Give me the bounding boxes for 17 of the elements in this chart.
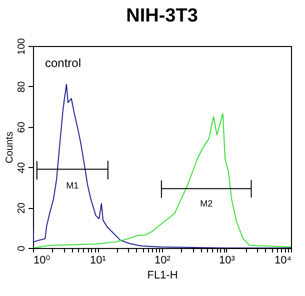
annotation: M1 — [66, 180, 79, 190]
x-tick-label: 10¹ — [90, 254, 106, 266]
y-tick-label: 80 — [16, 80, 28, 92]
x-tick-label: 10⁴ — [274, 254, 292, 266]
chart-title: NIH-3T3 — [126, 6, 198, 27]
x-axis-title: FL1-H — [147, 270, 178, 282]
y-tick-label: 40 — [16, 162, 28, 174]
x-tick-label: 10⁰ — [34, 254, 51, 266]
y-tick-label: 60 — [16, 121, 28, 133]
annotation: control — [45, 56, 82, 70]
x-tick-label: 10³ — [219, 254, 236, 266]
y-tick-label: 20 — [16, 202, 28, 214]
y-axis-title: Counts — [4, 132, 16, 164]
annotation: M2 — [200, 198, 213, 208]
y-tick-label: 100 — [16, 38, 28, 55]
y-tick-label: 0 — [16, 245, 28, 252]
x-tick-label: 10² — [154, 254, 171, 266]
